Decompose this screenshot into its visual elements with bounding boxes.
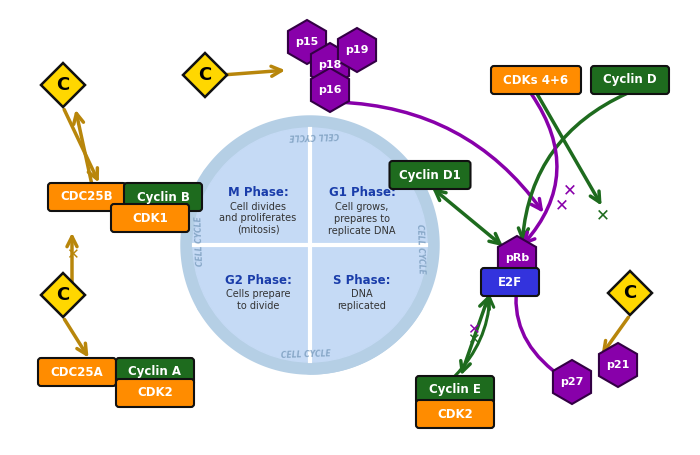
Text: ✕: ✕ [66, 248, 78, 263]
Polygon shape [608, 271, 652, 315]
Polygon shape [599, 343, 637, 387]
Polygon shape [338, 28, 376, 72]
Polygon shape [311, 68, 349, 112]
FancyBboxPatch shape [124, 183, 202, 211]
Text: ✕: ✕ [555, 196, 569, 214]
Circle shape [193, 128, 427, 362]
Text: CDK2: CDK2 [437, 408, 473, 420]
Text: Cyclin D1: Cyclin D1 [399, 168, 461, 182]
FancyBboxPatch shape [416, 376, 494, 404]
Text: ✕: ✕ [596, 206, 610, 224]
Text: C: C [57, 286, 69, 304]
Text: DNA: DNA [351, 289, 373, 299]
Text: G1 Phase:: G1 Phase: [328, 187, 395, 199]
Text: to divide: to divide [237, 301, 279, 311]
Text: CDK2: CDK2 [137, 386, 173, 399]
FancyBboxPatch shape [389, 161, 470, 189]
FancyBboxPatch shape [416, 400, 494, 428]
Polygon shape [311, 43, 349, 87]
Text: Cell grows,: Cell grows, [335, 202, 389, 212]
Text: CDC25A: CDC25A [50, 365, 104, 379]
Text: ✕: ✕ [563, 181, 577, 199]
Text: Cyclin D: Cyclin D [603, 74, 657, 86]
Text: ✕: ✕ [467, 333, 480, 348]
FancyBboxPatch shape [481, 268, 539, 296]
Text: p27: p27 [560, 377, 584, 387]
FancyBboxPatch shape [116, 379, 194, 407]
Text: replicated: replicated [337, 301, 386, 311]
FancyBboxPatch shape [48, 183, 126, 211]
Polygon shape [183, 53, 227, 97]
Text: ✕: ✕ [467, 323, 480, 338]
Text: CDK1: CDK1 [132, 212, 168, 224]
Text: replicate DNA: replicate DNA [328, 226, 395, 236]
Polygon shape [41, 273, 85, 317]
Text: C: C [198, 66, 211, 84]
Text: C: C [624, 284, 636, 302]
FancyBboxPatch shape [111, 204, 189, 232]
Text: (mitosis): (mitosis) [237, 224, 279, 234]
Text: CELL CYCLE: CELL CYCLE [289, 130, 339, 141]
FancyBboxPatch shape [591, 66, 669, 94]
Text: G2 Phase:: G2 Phase: [225, 273, 291, 287]
Text: p19: p19 [345, 45, 369, 55]
Text: E2F: E2F [498, 275, 522, 288]
FancyBboxPatch shape [116, 358, 194, 386]
Circle shape [192, 127, 428, 363]
Text: p15: p15 [295, 37, 318, 47]
Text: prepares to: prepares to [334, 214, 390, 224]
FancyBboxPatch shape [491, 66, 581, 94]
Text: M Phase:: M Phase: [228, 187, 288, 199]
Text: Cyclin E: Cyclin E [429, 384, 481, 396]
Text: Cell divides: Cell divides [230, 202, 286, 212]
Text: p21: p21 [606, 360, 630, 370]
FancyBboxPatch shape [38, 358, 116, 386]
Text: Cells prepare: Cells prepare [225, 289, 290, 299]
Text: C: C [57, 76, 69, 94]
Text: and proliferates: and proliferates [219, 213, 297, 223]
Polygon shape [41, 63, 85, 107]
Polygon shape [553, 360, 591, 404]
Text: CELL CYCLE: CELL CYCLE [195, 216, 205, 266]
Text: CDC25B: CDC25B [61, 191, 113, 203]
Text: CDKs 4+6: CDKs 4+6 [503, 74, 568, 86]
Polygon shape [288, 20, 326, 64]
Text: Cyclin A: Cyclin A [129, 365, 181, 379]
Polygon shape [498, 236, 536, 280]
Text: pRb: pRb [505, 253, 529, 263]
Text: p18: p18 [318, 60, 342, 70]
Text: p16: p16 [318, 85, 342, 95]
Text: CELL CYCLE: CELL CYCLE [414, 224, 426, 274]
Text: CELL CYCLE: CELL CYCLE [281, 349, 331, 360]
Text: Cyclin B: Cyclin B [136, 191, 190, 203]
Text: S Phase:: S Phase: [333, 273, 391, 287]
